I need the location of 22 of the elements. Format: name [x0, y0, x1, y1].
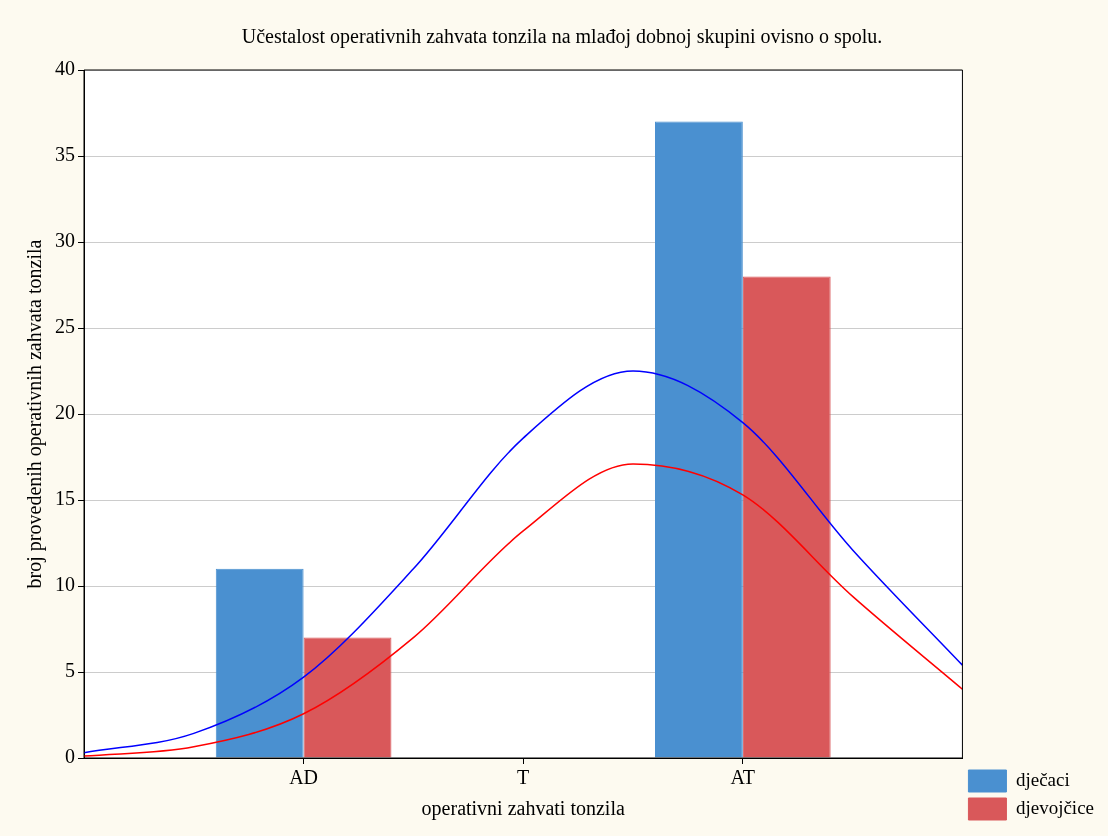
bar: [215, 568, 304, 758]
y-tick-label: 10: [55, 573, 75, 596]
bar: [742, 276, 831, 758]
bar: [303, 637, 392, 758]
y-tick-label: 35: [55, 143, 75, 166]
y-tick-label: 25: [55, 315, 75, 338]
y-tick-label: 0: [65, 745, 75, 768]
y-tick-label: 30: [55, 229, 75, 252]
y-axis-title: broj provedenih operativnih zahvata tonzila: [23, 239, 47, 589]
x-tick-label: AT: [730, 766, 756, 789]
x-tick-label: AD: [289, 766, 319, 789]
legend-label: dječaci: [1015, 768, 1070, 790]
legend-label: djevojčice: [1015, 796, 1095, 818]
y-tick-label: 20: [55, 401, 75, 424]
y-tick-label: 40: [55, 57, 75, 80]
y-tick-label: 15: [55, 487, 75, 510]
chart-title: Učestalost operativnih zahvata tonzila na mlađoj dobnoj skupini ovisno o spolu.: [241, 25, 883, 49]
x-axis-title: operativni zahvati tonzila: [421, 797, 625, 821]
y-tick-label: 5: [65, 659, 75, 682]
bar: [654, 121, 743, 758]
line-series: [83, 370, 964, 754]
x-tick-label: T: [517, 766, 530, 789]
